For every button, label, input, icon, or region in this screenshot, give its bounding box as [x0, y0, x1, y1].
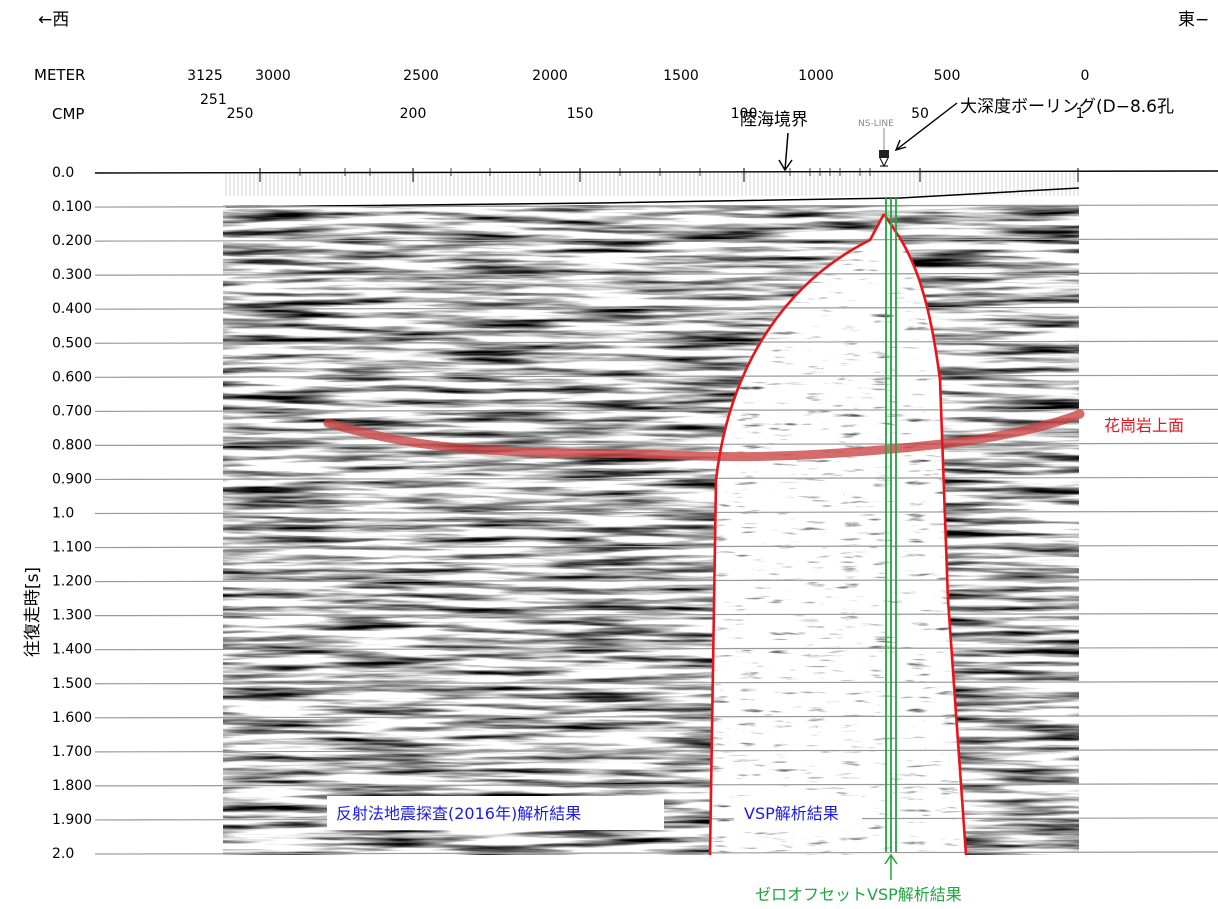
time-gridline — [94, 204, 1218, 208]
time-gridline — [94, 306, 1218, 310]
meter-tick-label: 1000 — [798, 68, 834, 84]
time-gridline — [94, 476, 1218, 481]
cmp-tick-label: 1 — [1076, 106, 1085, 122]
time-gridline — [94, 374, 1218, 378]
time-tick-label: 0.400 — [52, 301, 92, 317]
time-tick-label: 1.700 — [52, 744, 92, 760]
time-gridline — [94, 340, 1218, 344]
meter-axis-label: METER — [34, 66, 85, 84]
cmp-tick-label: 250 — [227, 106, 254, 122]
time-tick-label: 1.300 — [52, 608, 92, 624]
meter-tick-label: 3125 — [187, 68, 223, 84]
time-tick-label: 1.100 — [52, 540, 92, 556]
time-gridline — [94, 783, 1218, 787]
time-tick-label: 2.0 — [52, 846, 74, 862]
time-gridline — [94, 613, 1218, 617]
time-tick-label: 1.900 — [52, 812, 92, 828]
time-gridline — [94, 578, 1218, 583]
time-gridline — [94, 272, 1218, 276]
vsp-result-label-bg — [734, 796, 862, 830]
meter-tick-label: 3000 — [255, 68, 291, 84]
time-tick-label: 1.600 — [52, 710, 92, 726]
cmp-tick-label: 200 — [400, 106, 427, 122]
zero-offset-vsp-band — [885, 198, 897, 852]
time-tick-label: 1.0 — [52, 506, 74, 522]
time-gridline — [94, 170, 1218, 174]
vsp-outline — [708, 213, 968, 856]
time-tick-label: 0.600 — [52, 369, 92, 385]
cmp-tick-label: 100 — [731, 106, 758, 122]
borehole-label: 大深度ボーリング(D−8.6孔 — [960, 97, 1174, 117]
time-tick-label: 0.200 — [52, 233, 92, 249]
time-gridline — [94, 510, 1218, 515]
granite-top-label: 花崗岩上面 — [1104, 416, 1184, 435]
zero-offset-label: ゼロオフセットVSP解析結果 — [755, 885, 962, 904]
vsp-result-label: VSP解析結果 — [744, 804, 839, 823]
time-tick-label: 0.500 — [52, 335, 92, 351]
time-tick-label: 1.200 — [52, 574, 92, 590]
time-tick-label: 0.0 — [52, 165, 74, 181]
time-gridline — [94, 715, 1218, 719]
borehole-arrow-icon — [894, 102, 958, 152]
time-tick-label: 0.800 — [52, 437, 92, 453]
coastline-arrow-icon — [778, 132, 793, 172]
meter-axis-ticks: 3125 3000 2500 2000 1500 1000 500 0 — [187, 68, 1089, 84]
east-direction-label: 東− — [1178, 10, 1209, 30]
time-tick-label: 0.300 — [52, 267, 92, 283]
reflection-result-label-bg — [327, 796, 664, 830]
zero-offset-arrow-icon — [884, 853, 898, 880]
granite-top-horizon — [323, 409, 1085, 462]
time-tick-label: 1.500 — [52, 676, 92, 692]
time-grid: 0.0 0.100 0.200 0.300 0.400 0.500 0.600 0.700 0.… — [52, 165, 1218, 862]
time-gridline — [94, 408, 1218, 412]
time-tick-label: 1.800 — [52, 778, 92, 794]
west-direction-label: ←西 — [38, 10, 69, 30]
meter-tick-label: 0 — [1081, 68, 1090, 84]
time-gridline — [94, 238, 1218, 242]
datum-line — [225, 187, 1080, 208]
meter-tick-label: 500 — [934, 68, 961, 84]
time-gridline — [94, 442, 1218, 446]
time-gridline — [94, 647, 1218, 651]
time-tick-label: 0.700 — [52, 403, 92, 419]
reflection-result-label: 反射法地震探査(2016年)解析結果 — [336, 804, 581, 823]
time-gridline — [94, 544, 1218, 549]
seismic-section — [223, 168, 1080, 855]
y-axis-label: 往復走時[s] — [23, 567, 43, 657]
cmp-first-label: 251 — [200, 92, 227, 108]
ns-line-label: NS-LINE — [858, 119, 894, 129]
cmp-tick-label: 50 — [911, 106, 929, 122]
coastline-label: 陸海境界 — [740, 110, 808, 130]
cmp-tick-label: 150 — [567, 106, 594, 122]
time-tick-label: 0.100 — [52, 199, 92, 215]
cmp-axis-ticks: 250 200 150 100 50 1 — [227, 106, 1085, 122]
time-tick-label: 0.900 — [52, 471, 92, 487]
meter-tick-label: 2000 — [532, 68, 568, 84]
time-gridline — [94, 681, 1218, 685]
time-tick-label: 1.400 — [52, 642, 92, 658]
meter-tick-label: 2500 — [403, 68, 439, 84]
time-gridline — [94, 749, 1218, 753]
borehole-icon — [879, 128, 889, 168]
time-gridline — [94, 851, 1218, 855]
meter-tick-label: 1500 — [663, 68, 699, 84]
trace-tick-band — [225, 168, 1079, 196]
cmp-axis-label: CMP — [52, 105, 84, 123]
